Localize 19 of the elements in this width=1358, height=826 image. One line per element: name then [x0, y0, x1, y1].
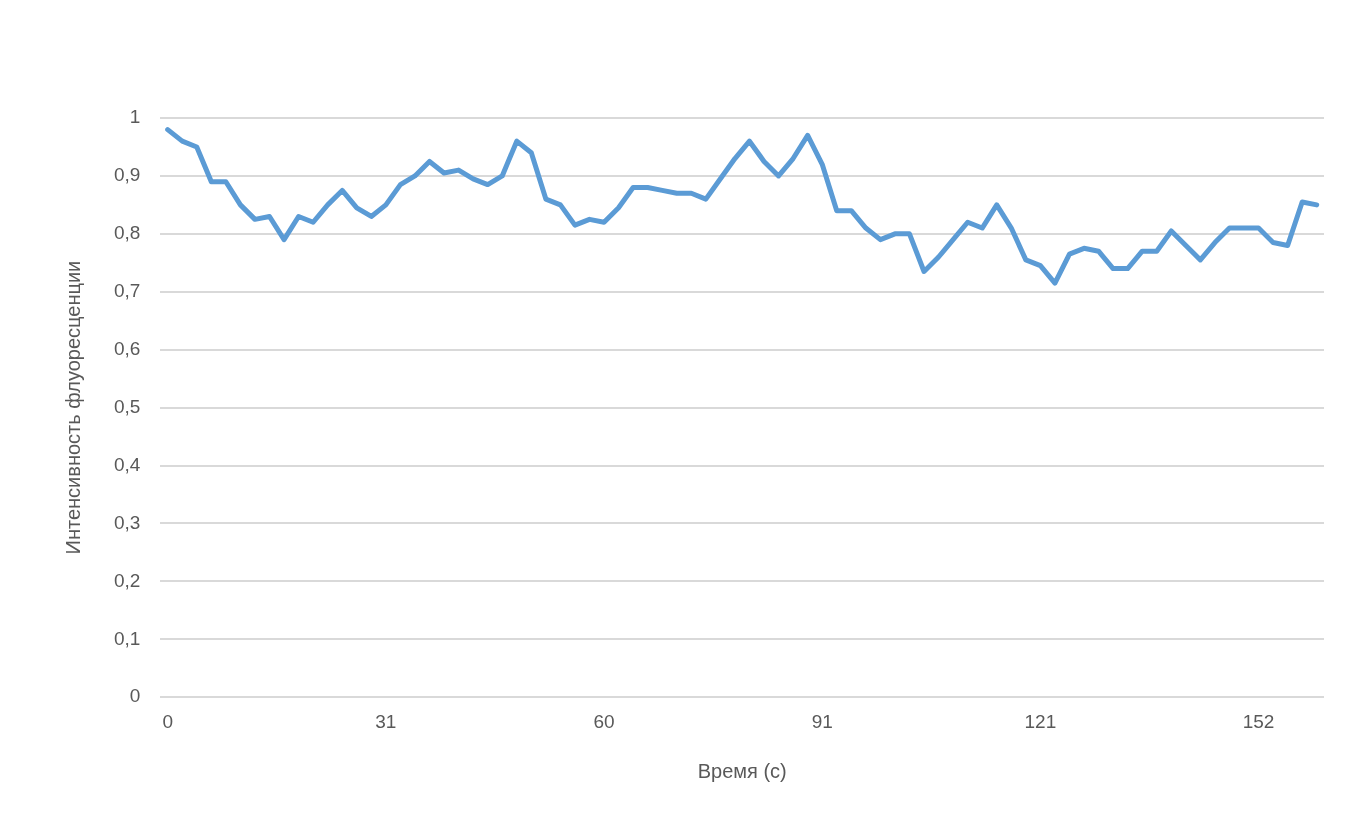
- x-tick-label: 91: [811, 710, 833, 732]
- y-tick-label: 0: [129, 685, 141, 707]
- y-tick-label: 0,4: [113, 453, 141, 475]
- x-axis-title: Время (с): [697, 759, 787, 782]
- x-tick-label: 31: [375, 710, 397, 732]
- y-tick-label: 1: [129, 106, 141, 128]
- y-tick-label: 0,5: [113, 395, 141, 417]
- x-tick-label: 152: [1242, 710, 1275, 732]
- x-tick-label: 121: [1024, 710, 1057, 732]
- x-tick-label: 60: [593, 710, 615, 732]
- y-tick-label: 0,1: [113, 627, 141, 649]
- y-tick-label: 0,3: [113, 511, 141, 533]
- y-tick-label: 0,7: [113, 279, 141, 301]
- x-tick-label: 0: [162, 710, 173, 732]
- y-tick-label: 0,2: [113, 569, 141, 591]
- y-tick-label: 0,9: [113, 164, 141, 186]
- y-tick-label: 0,6: [113, 337, 141, 359]
- y-tick-label: 0,8: [113, 222, 141, 244]
- y-axis-title: Интенсивность флуоресценции: [61, 260, 84, 555]
